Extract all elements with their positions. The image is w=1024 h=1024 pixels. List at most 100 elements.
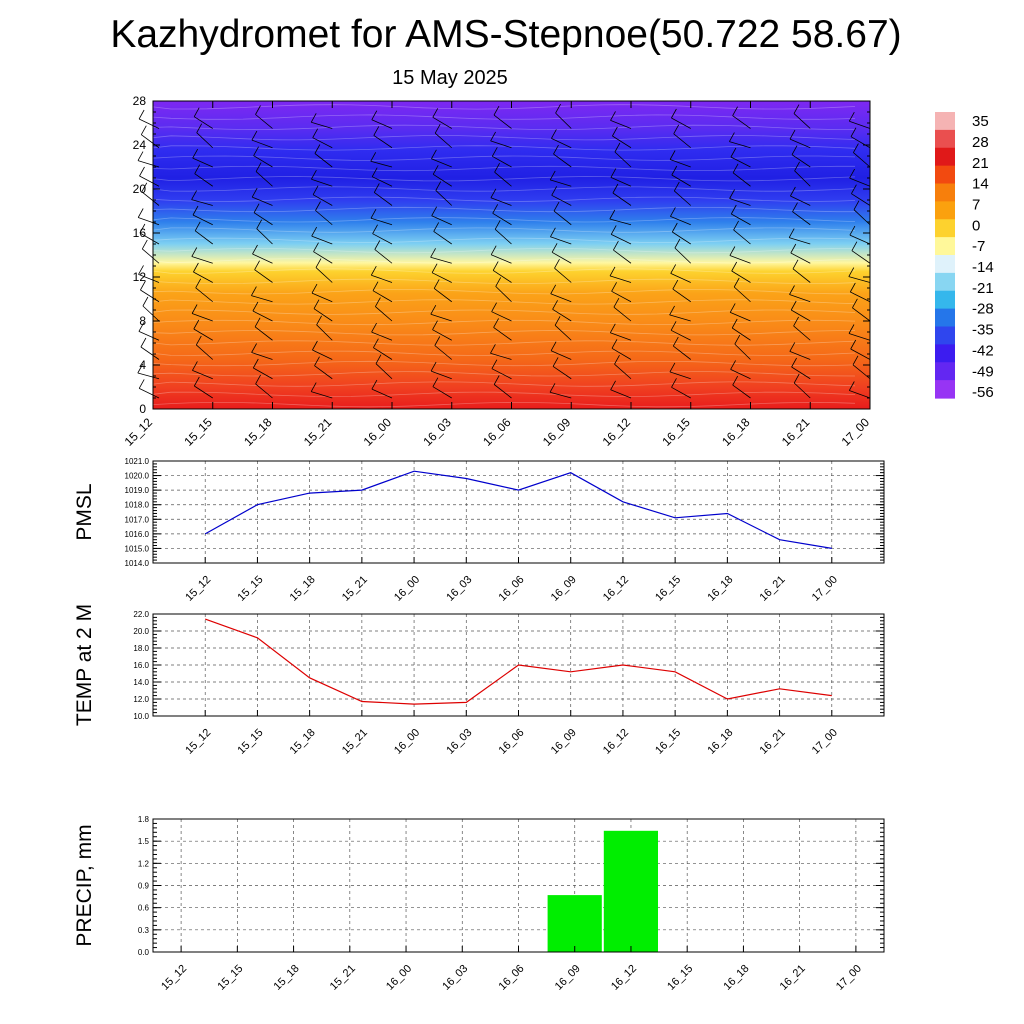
wind-barb xyxy=(670,216,691,226)
wind-barb xyxy=(555,112,572,129)
x-tick-label: 16_06 xyxy=(497,727,527,757)
wind-barb xyxy=(848,276,871,283)
wind-barb xyxy=(850,136,871,149)
wind-barb xyxy=(793,325,811,341)
x-tick-label: 16_03 xyxy=(440,963,470,993)
y-tick-label: 0.9 xyxy=(138,882,150,891)
wind-barb-flag xyxy=(732,163,739,173)
wind-barb-flag xyxy=(375,297,381,307)
wind-barb-flag xyxy=(611,282,617,292)
wind-barb-flag xyxy=(316,315,322,325)
contour-line xyxy=(152,155,856,161)
wind-barb-flag xyxy=(553,144,559,155)
wind-barb xyxy=(791,154,811,168)
wind-barb-flag xyxy=(195,278,202,288)
wind-barb-flag xyxy=(310,382,317,392)
wind-barb xyxy=(669,159,691,168)
wind-barb xyxy=(669,314,691,322)
x-tick-label: 15_12 xyxy=(122,415,156,449)
wind-barb xyxy=(371,331,393,341)
wind-barb-flag xyxy=(251,130,258,141)
wind-barb xyxy=(734,343,751,360)
wind-barb-flag xyxy=(194,164,201,174)
wind-barb xyxy=(253,367,273,380)
wind-barb xyxy=(849,120,871,129)
wind-barb-flag xyxy=(669,305,675,316)
wind-barb-flag xyxy=(788,228,795,238)
y-tick-label: 1014.0 xyxy=(125,559,150,568)
wind-barb xyxy=(791,366,811,380)
wind-barb-flag xyxy=(194,221,201,231)
wind-barb xyxy=(793,382,811,399)
wind-barb xyxy=(794,170,811,187)
contour-line xyxy=(152,104,856,110)
wind-barb xyxy=(431,158,452,168)
wind-barb-flag xyxy=(314,356,320,366)
x-tick-label: 16_09 xyxy=(553,963,583,993)
wind-barb-flag xyxy=(431,149,437,159)
wind-barb-flag xyxy=(432,165,439,175)
temp-2m-ylabel: TEMP at 2 M xyxy=(73,604,96,726)
wind-barb xyxy=(251,295,273,303)
wind-barb xyxy=(371,274,393,283)
wind-barb xyxy=(138,274,160,283)
contour-line xyxy=(152,268,856,274)
y-tick-label: 8 xyxy=(139,314,146,328)
wind-barb xyxy=(614,363,632,380)
wind-barb-flag xyxy=(251,343,257,353)
wind-barb xyxy=(609,218,632,226)
wind-barb-flag xyxy=(793,373,800,384)
wind-barb xyxy=(790,309,811,322)
wind-barb-flag xyxy=(373,183,380,193)
wind-barb xyxy=(613,306,632,322)
wind-barb-flag xyxy=(848,112,855,122)
wind-barbs xyxy=(137,103,871,399)
wind-barb xyxy=(671,117,691,129)
precip-ylabel: PRECIP, mm xyxy=(73,824,96,946)
wind-barb xyxy=(195,287,214,303)
wind-barb-flag xyxy=(195,335,202,346)
wind-barb-flag xyxy=(255,374,261,385)
wind-barb-flag xyxy=(794,161,800,171)
wind-barb xyxy=(729,141,751,149)
wind-barb-flag xyxy=(673,124,680,134)
temperature-colorbar: 35 28 21 14 7 0 -7 -14 -21 -28 -35 -42 -49 -56 xyxy=(935,112,994,401)
temperature-profile-panel: 0 4 8 12 16 20 24 28 15_12 15_15 15_18 15_21 16_00 16… xyxy=(122,94,873,449)
wind-barb xyxy=(672,231,691,245)
contour-line xyxy=(152,176,856,182)
x-tick-label: 16_21 xyxy=(778,963,808,993)
wind-barb xyxy=(191,256,213,264)
wind-barb xyxy=(251,139,273,149)
wind-barb-flag xyxy=(733,220,739,231)
wind-barb-flag xyxy=(313,242,319,252)
wind-barb xyxy=(552,308,572,322)
wind-barb xyxy=(849,390,871,399)
wind-barb xyxy=(493,384,512,399)
wind-barb-flag xyxy=(370,266,377,276)
wind-barb-flag xyxy=(790,300,797,311)
pmsl-panel: 1014.0 1015.0 1016.0 1017.0 1018.0 1019.0 1020… xyxy=(73,457,885,604)
chart-title: Kazhydromet for AMS-Stepnoe(50.722 58.67… xyxy=(110,13,901,56)
colorbar-label: 7 xyxy=(972,197,980,214)
wind-barb-flag xyxy=(610,380,616,390)
wind-barb-flag xyxy=(137,363,144,374)
wind-barb-flag xyxy=(492,204,499,214)
colorbar-label: -49 xyxy=(972,363,994,380)
wind-barb-flag xyxy=(251,187,258,198)
wind-barb-flag xyxy=(490,188,497,198)
contour-line xyxy=(152,299,856,305)
wind-barb-flag xyxy=(610,168,617,178)
wind-barb xyxy=(255,114,273,129)
wind-barb xyxy=(432,329,452,341)
wind-barb xyxy=(315,210,333,226)
wind-barb xyxy=(141,191,160,206)
wind-barb xyxy=(370,217,393,226)
y-tick-label: 22.0 xyxy=(133,610,149,619)
wind-barb-flag xyxy=(790,243,797,254)
wind-barb-flag xyxy=(609,323,616,333)
wind-barb xyxy=(551,251,572,264)
wind-barb-flag xyxy=(849,168,855,179)
x-tick-label: 15_21 xyxy=(340,574,370,604)
wind-barb-flag xyxy=(493,375,500,385)
wind-barb xyxy=(669,371,691,380)
